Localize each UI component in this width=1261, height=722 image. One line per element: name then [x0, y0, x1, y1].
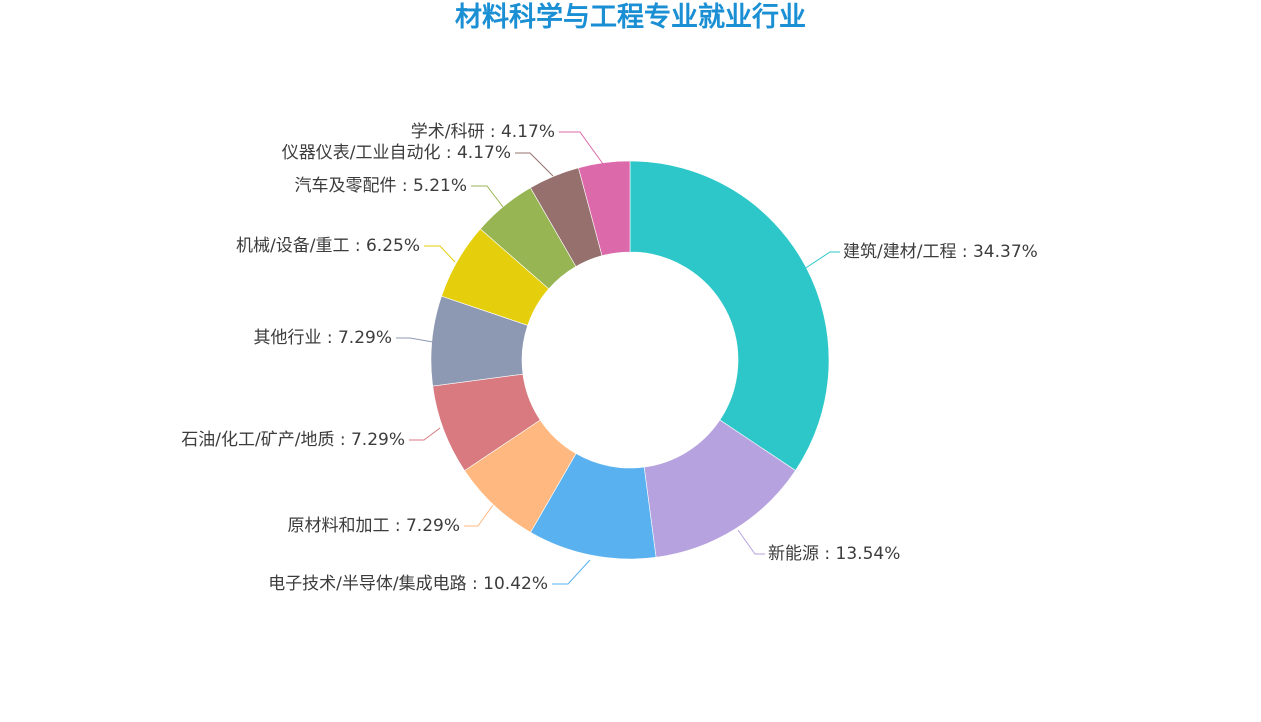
slice-label-2: 电子技术/半导体/集成电路 : 10.42% — [268, 574, 548, 594]
leader-line-1 — [737, 529, 765, 555]
slice-label-8: 仪器仪表/工业自动化 : 4.17% — [282, 143, 511, 163]
leader-line-5 — [396, 337, 434, 343]
donut-slices — [430, 160, 830, 560]
leader-line-0 — [794, 251, 840, 276]
slice-label-3: 原材料和加工 : 7.29% — [287, 516, 460, 536]
slice-label-4: 石油/化工/矿产/地质 : 7.29% — [181, 430, 405, 450]
slice-label-5: 其他行业 : 7.29% — [253, 328, 392, 348]
leader-line-8 — [515, 152, 554, 177]
leader-line-9 — [559, 131, 604, 165]
leader-line-4 — [409, 427, 441, 441]
leader-line-7 — [471, 185, 504, 208]
slice-label-6: 机械/设备/重工 : 6.25% — [236, 236, 420, 256]
slice-label-9: 学术/科研 : 4.17% — [411, 122, 555, 142]
slice-label-0: 建筑/建材/工程 : 34.37% — [843, 242, 1038, 262]
slice-label-7: 汽车及零配件 : 5.21% — [294, 176, 467, 196]
chart-title: 材料科学与工程专业就业行业 — [455, 2, 806, 33]
slice-0[interactable] — [629, 160, 830, 471]
slice-label-1: 新能源 : 13.54% — [768, 544, 900, 564]
slice-9[interactable] — [578, 160, 631, 257]
leader-line-2 — [552, 559, 591, 585]
slice-labels: 建筑/建材/工程 : 34.37% 新能源 : 13.54% 电子技术/半导体/集成… — [181, 122, 1038, 594]
label-leader-lines — [396, 131, 840, 585]
leader-line-3 — [464, 504, 494, 527]
leader-line-6 — [424, 245, 456, 263]
